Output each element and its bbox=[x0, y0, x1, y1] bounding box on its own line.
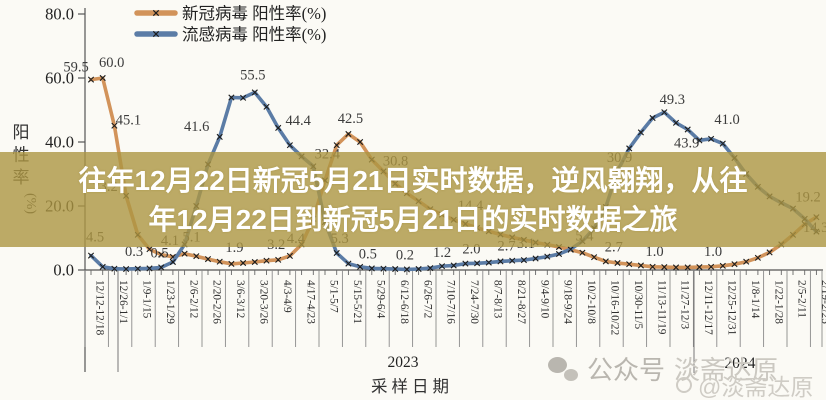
svg-text:44.4: 44.4 bbox=[286, 113, 312, 129]
svg-text:11/27-12/3: 11/27-12/3 bbox=[679, 280, 691, 330]
svg-text:41.0: 41.0 bbox=[714, 112, 739, 128]
svg-text:1.2: 1.2 bbox=[433, 245, 451, 261]
watermark-row: 公众号 淡斋达原 bbox=[548, 350, 778, 387]
svg-text:8/7-8/13: 8/7-8/13 bbox=[492, 280, 504, 319]
svg-text:42.5: 42.5 bbox=[338, 111, 363, 127]
svg-text:0.3: 0.3 bbox=[125, 244, 143, 260]
svg-text:45.1: 45.1 bbox=[116, 113, 141, 129]
svg-text:41.6: 41.6 bbox=[184, 119, 209, 135]
svg-text:8/21-8/27: 8/21-8/27 bbox=[515, 280, 527, 324]
svg-text:3/20-3/26: 3/20-3/26 bbox=[258, 280, 270, 324]
svg-text:4/3-4/9: 4/3-4/9 bbox=[281, 280, 293, 313]
svg-text:10/16-10/22: 10/16-10/22 bbox=[609, 280, 621, 336]
svg-text:1/23-1/29: 1/23-1/29 bbox=[164, 280, 176, 324]
x-tick-labels: 12/12-12/18 12/26-1/1 1/9-1/15 1/23-1/29 2/6… bbox=[94, 280, 826, 336]
svg-text:新冠病毒 阳性率(%): 新冠病毒 阳性率(%) bbox=[182, 4, 326, 23]
title-overlay-band: 往年12月22日新冠5月21日实时数据，逆风翱翔，从往 年12月22日到新冠5月… bbox=[0, 152, 826, 247]
svg-text:40.0: 40.0 bbox=[45, 133, 74, 152]
svg-text:7/24-7/30: 7/24-7/30 bbox=[468, 280, 480, 324]
svg-text:0.5: 0.5 bbox=[359, 246, 377, 262]
svg-text:2/20-2/26: 2/20-2/26 bbox=[211, 280, 223, 324]
watermark-handle: @淡斋达原 bbox=[698, 374, 814, 400]
svg-text:4/17-4/23: 4/17-4/23 bbox=[304, 280, 316, 324]
svg-text:12/12-12/18: 12/12-12/18 bbox=[94, 280, 106, 336]
svg-text:6/12-6/18: 6/12-6/18 bbox=[398, 280, 410, 324]
svg-text:12/25-12/31: 12/25-12/31 bbox=[726, 280, 738, 335]
weibo-icon bbox=[676, 377, 692, 393]
svg-text:1/9-1/15: 1/9-1/15 bbox=[141, 280, 153, 319]
svg-text:9/4-9/10: 9/4-9/10 bbox=[538, 280, 550, 319]
svg-text:1/8-1/14: 1/8-1/14 bbox=[749, 280, 761, 319]
year-label-2023: 2023 bbox=[388, 354, 419, 371]
svg-text:59.5: 59.5 bbox=[63, 60, 88, 76]
svg-text:流感病毒 阳性率(%): 流感病毒 阳性率(%) bbox=[182, 25, 326, 44]
svg-text:0.2: 0.2 bbox=[396, 247, 414, 263]
svg-text:60.0: 60.0 bbox=[99, 55, 124, 71]
svg-text:3/6-3/12: 3/6-3/12 bbox=[234, 280, 246, 319]
svg-text:7/10-7/16: 7/10-7/16 bbox=[445, 280, 457, 324]
svg-text:55.5: 55.5 bbox=[240, 67, 265, 83]
svg-text:5/1-5/7: 5/1-5/7 bbox=[328, 280, 340, 313]
x-axis bbox=[84, 269, 823, 373]
overlay-title-line-1: 往年12月22日新冠5月21日实时数据，逆风翱翔，从往 bbox=[78, 164, 748, 196]
watermark-account-name: 淡斋达原 bbox=[674, 355, 779, 385]
svg-text:2/5-2/11: 2/5-2/11 bbox=[796, 280, 808, 318]
svg-text:11/13-11/19: 11/13-11/19 bbox=[655, 280, 667, 335]
svg-text:5/29-6/4: 5/29-6/4 bbox=[375, 280, 387, 319]
watermark-handle-row: @淡斋达原 bbox=[676, 368, 813, 400]
svg-text:6/26-7/2: 6/26-7/2 bbox=[421, 280, 433, 319]
svg-text:2/19-2/25: 2/19-2/25 bbox=[819, 280, 826, 324]
svg-text:1.0: 1.0 bbox=[704, 244, 722, 260]
chart-legend: 新冠病毒 阳性率(%) 流感病毒 阳性率(%) bbox=[134, 4, 326, 44]
svg-text:2/6-2/12: 2/6-2/12 bbox=[187, 280, 199, 319]
svg-text:12/26-1/1: 12/26-1/1 bbox=[117, 280, 129, 324]
watermark-account-label: 公众号 bbox=[587, 355, 666, 385]
svg-text:5/15-5/21: 5/15-5/21 bbox=[351, 280, 363, 324]
x-axis-title: 采样日期 bbox=[371, 377, 453, 396]
svg-text:1.0: 1.0 bbox=[646, 244, 664, 260]
svg-text:1/22-1/28: 1/22-1/28 bbox=[772, 280, 784, 324]
year-label-2024: 2024 bbox=[725, 355, 756, 372]
svg-text:43.9: 43.9 bbox=[674, 136, 699, 152]
svg-text:10/2-10/8: 10/2-10/8 bbox=[585, 280, 597, 324]
svg-text:0.5: 0.5 bbox=[150, 245, 168, 261]
svg-text:60.0: 60.0 bbox=[45, 69, 74, 88]
overlay-title-line-2: 年12月22日到新冠5月21日的实时数据之旅 bbox=[148, 203, 678, 235]
svg-text:49.3: 49.3 bbox=[660, 92, 685, 108]
legend-item-covid-series: 新冠病毒 阳性率(%) bbox=[134, 4, 326, 23]
legend-item-flu-series: 流感病毒 阳性率(%) bbox=[134, 25, 326, 44]
svg-text:9/18-9/24: 9/18-9/24 bbox=[562, 280, 574, 324]
wechat-icon bbox=[548, 356, 578, 381]
svg-text:12/11-12/17: 12/11-12/17 bbox=[702, 280, 714, 335]
svg-text:阳: 阳 bbox=[13, 123, 30, 142]
svg-text:80.0: 80.0 bbox=[45, 5, 74, 24]
svg-text:10/30-11/5: 10/30-11/5 bbox=[632, 280, 644, 330]
svg-text:0.0: 0.0 bbox=[53, 261, 74, 280]
